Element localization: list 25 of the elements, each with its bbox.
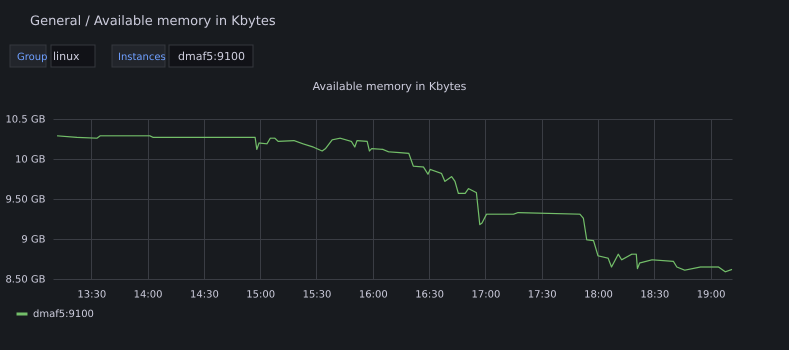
x-tick-label: 15:30: [302, 290, 332, 300]
text: linux: [53, 50, 80, 63]
x-tick-label: 16:30: [415, 290, 444, 300]
x-tick-label: 18:00: [584, 290, 613, 300]
line-series: [56, 135, 733, 272]
x-tick-label: 13:30: [77, 290, 106, 300]
x-tick-label: 14:00: [134, 290, 162, 300]
y-tick-label: 10 GB: [14, 154, 46, 166]
y-tick-label: 8.50 GB: [5, 274, 46, 286]
chart-title: Available memory in Kbytes: [312, 80, 467, 93]
y-tick-label: 9 GB: [21, 234, 46, 246]
text: Group: [17, 52, 48, 63]
text: General / Available memory in Kbytes: [30, 14, 276, 29]
x-tick-label: 18:30: [640, 290, 670, 300]
y-tick-label: 9.50 GB: [5, 194, 46, 206]
y-tick-label: 10.5 GB: [5, 114, 46, 126]
x-tick-label: 19:00: [696, 290, 726, 300]
text: Instances: [118, 52, 166, 63]
x-tick-label: 17:00: [471, 290, 500, 300]
x-tick-label: 16:00: [358, 290, 388, 300]
x-tick-label: 14:30: [190, 290, 219, 300]
legend-label: dmaf5:9100: [33, 309, 94, 320]
x-tick-label: 15:00: [246, 290, 276, 300]
x-tick-label: 17:30: [528, 290, 557, 300]
text: dmaf5:9100: [178, 50, 246, 63]
